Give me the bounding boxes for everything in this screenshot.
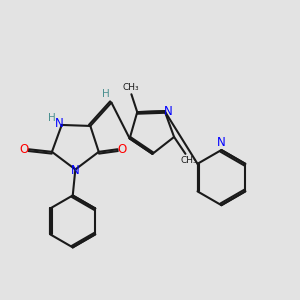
Text: CH₃: CH₃ — [180, 156, 197, 165]
Text: O: O — [117, 143, 126, 156]
Text: N: N — [54, 117, 63, 130]
Text: O: O — [20, 143, 29, 156]
Text: N: N — [71, 164, 80, 177]
Text: H: H — [102, 89, 110, 100]
Text: N: N — [217, 136, 226, 149]
Text: H: H — [48, 113, 56, 124]
Text: N: N — [164, 105, 173, 118]
Text: CH₃: CH₃ — [122, 83, 139, 92]
